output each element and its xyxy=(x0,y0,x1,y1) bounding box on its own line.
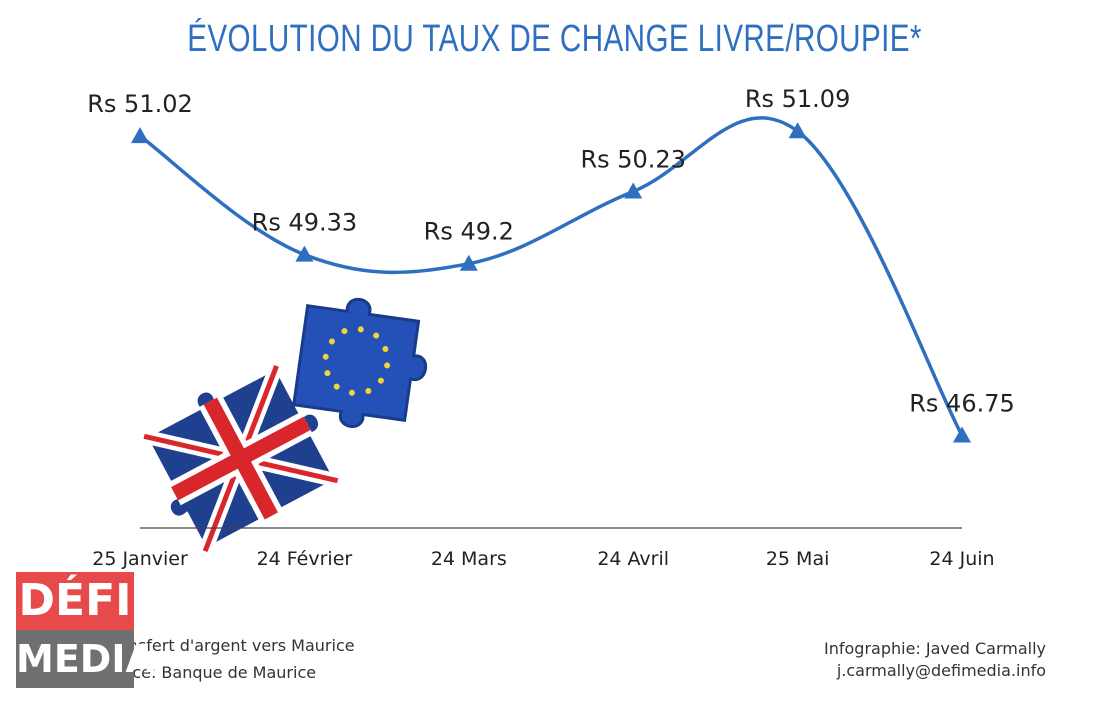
data-label: Rs 51.02 xyxy=(87,90,193,118)
credit-note: Infographie: Javed Carmally xyxy=(824,639,1046,658)
data-label: Rs 46.75 xyxy=(909,389,1015,417)
eu-puzzle-piece xyxy=(292,297,428,428)
data-label-group: Rs 51.02 Rs 49.33 Rs 49.2 Rs 50.23 Rs 51.09 R… xyxy=(87,85,1015,417)
uk-eu-puzzle-illustration xyxy=(140,297,428,556)
x-tick-label: 24 Février xyxy=(257,548,353,570)
x-tick-label-group: 25 Janvier 24 Février 24 Mars 24 Avril 25 Ma… xyxy=(92,548,994,570)
footnote-right: Infographie: Javed Carmally j.carmally@d… xyxy=(824,638,1046,682)
marker-group xyxy=(131,122,971,443)
x-tick-label: 24 Avril xyxy=(597,548,669,570)
data-point-marker xyxy=(624,182,643,199)
data-point-marker xyxy=(131,127,149,144)
chart-title: ÉVOLUTION DU TAUX DE CHANGE LIVRE/ROUPIE… xyxy=(187,18,922,60)
data-point-marker xyxy=(295,245,314,262)
data-point-marker xyxy=(788,122,807,139)
data-label: Rs 49.33 xyxy=(252,209,358,237)
footnote-left: *Transfert d'argent vers Maurice Source:… xyxy=(96,632,355,686)
data-label: Rs 50.23 xyxy=(580,145,686,173)
x-tick-label: 24 Mars xyxy=(431,548,507,570)
uk-puzzle-piece xyxy=(140,361,342,556)
logo-media: MEDIA xyxy=(16,630,155,688)
source-note: Source: Banque de Maurice xyxy=(96,663,317,682)
data-point-marker xyxy=(953,426,971,443)
series-line xyxy=(138,116,964,437)
email-note: j.carmally@defimedia.info xyxy=(836,661,1046,680)
eu-stars xyxy=(322,326,391,396)
x-tick-label: 25 Mai xyxy=(766,548,830,570)
x-tick-label: 25 Janvier xyxy=(92,548,188,570)
transfer-note: *Transfert d'argent vers Maurice xyxy=(96,636,355,655)
data-point-marker xyxy=(459,254,478,271)
data-label: Rs 51.09 xyxy=(745,85,851,113)
x-tick-label: 24 Juin xyxy=(929,548,994,570)
logo-defi: DÉFI xyxy=(16,572,134,630)
data-label: Rs 49.2 xyxy=(424,218,514,246)
